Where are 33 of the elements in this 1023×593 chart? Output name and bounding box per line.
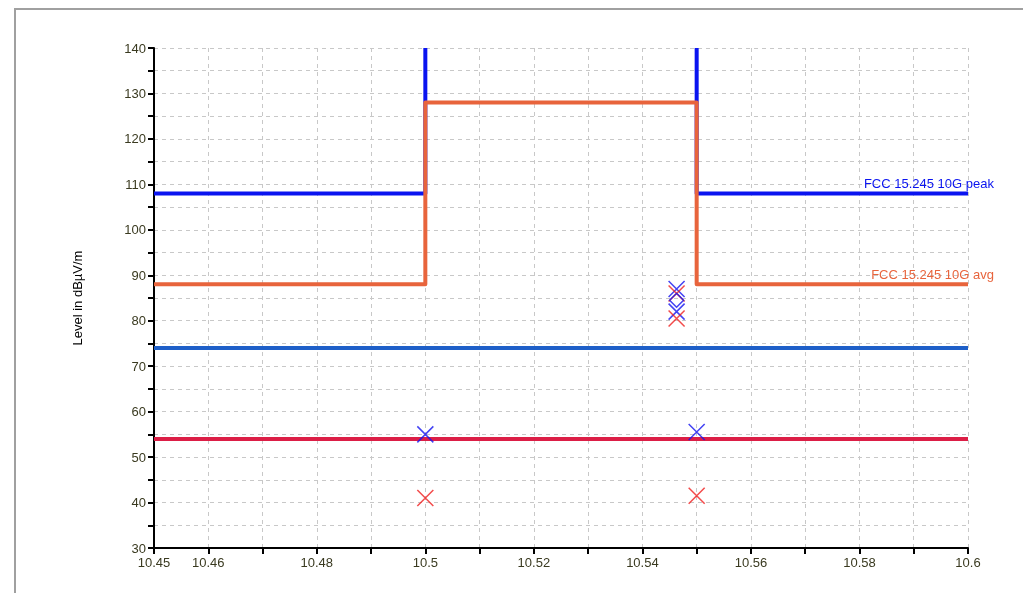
point xyxy=(667,284,686,303)
x-tick-label: 10.45 xyxy=(137,555,171,570)
y-tick-label: 70 xyxy=(131,358,146,374)
y-tick-label: 50 xyxy=(131,449,146,465)
point xyxy=(416,425,435,444)
y-tick-label: 90 xyxy=(131,267,146,283)
point xyxy=(667,302,686,321)
y-tick-label: 30 xyxy=(131,540,146,556)
y-tick-label: 60 xyxy=(131,404,146,420)
point xyxy=(668,292,685,309)
y-tick-label: 40 xyxy=(131,495,146,511)
x-tick-label: 10.54 xyxy=(626,555,659,570)
y-tick-label: 110 xyxy=(125,176,146,192)
point xyxy=(667,309,686,328)
y-tick-label: 140 xyxy=(124,40,146,56)
x-tick-label: 10.52 xyxy=(517,555,551,570)
point xyxy=(416,489,435,507)
y-tick-label: 130 xyxy=(124,85,146,101)
x-tick-label: 10.48 xyxy=(300,555,334,570)
point xyxy=(667,280,686,298)
x-tick-label: 10.56 xyxy=(734,555,768,570)
y-tick-label: 120 xyxy=(124,131,146,147)
x-tick-label: 10.46 xyxy=(191,555,225,570)
x-tick-label: 10.6 xyxy=(955,555,981,570)
y-tick-label: 100 xyxy=(124,222,146,238)
series-label: FCC 15.245 10G peak xyxy=(863,176,995,192)
point xyxy=(687,423,706,441)
series-label: FCC 15.245 10G avg xyxy=(871,267,994,283)
x-tick-label: 10.5 xyxy=(412,555,438,570)
point xyxy=(687,486,706,505)
y-tick-label: 80 xyxy=(131,313,146,329)
y-axis-title: Level in dBµV/m xyxy=(70,250,85,346)
x-tick-label: 10.58 xyxy=(843,555,876,570)
